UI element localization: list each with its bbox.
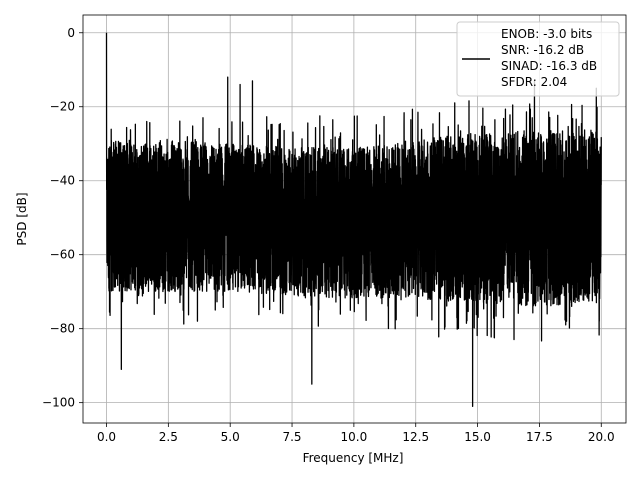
y-axis-label: PSD [dB] (15, 192, 29, 245)
y-tick-label: −40 (50, 174, 75, 188)
legend: ENOB: -3.0 bits SNR: -16.2 dB SINAD: -16… (456, 21, 620, 97)
legend-entry-sfdr: SFDR: 2.04 (501, 75, 567, 89)
x-tick-label: 17.5 (526, 430, 553, 444)
x-tick-label: 2.5 (159, 430, 178, 444)
x-tick-label: 7.5 (282, 430, 301, 444)
y-tick-label: 0 (67, 26, 75, 40)
psd-series (105, 32, 602, 407)
y-tick-label: −20 (50, 100, 75, 114)
axes-ticks: 0.0 2.5 5.0 7.5 10.0 12.5 15.0 17.5 20.0 0 −20 −40 −… (42, 26, 615, 444)
x-tick-label: 10.0 (341, 430, 368, 444)
psd-line (105, 32, 602, 407)
legend-entry-enob: ENOB: -3.0 bits (501, 27, 592, 41)
x-tick-label: 20.0 (588, 430, 615, 444)
x-axis-label: Frequency [MHz] (303, 451, 404, 465)
legend-box (456, 21, 620, 97)
y-tick-label: −60 (50, 248, 75, 262)
x-tick-label: 5.0 (221, 430, 240, 444)
y-tick-label: −100 (42, 396, 75, 410)
x-tick-label: 15.0 (464, 430, 491, 444)
legend-entry-snr: SNR: -16.2 dB (501, 43, 584, 57)
plot-frame (82, 14, 627, 424)
y-tick-label: −80 (50, 322, 75, 336)
x-tick-label: 12.5 (402, 430, 429, 444)
legend-entry-sinad: SINAD: -16.3 dB (501, 59, 597, 73)
x-tick-label: 0.0 (97, 430, 116, 444)
